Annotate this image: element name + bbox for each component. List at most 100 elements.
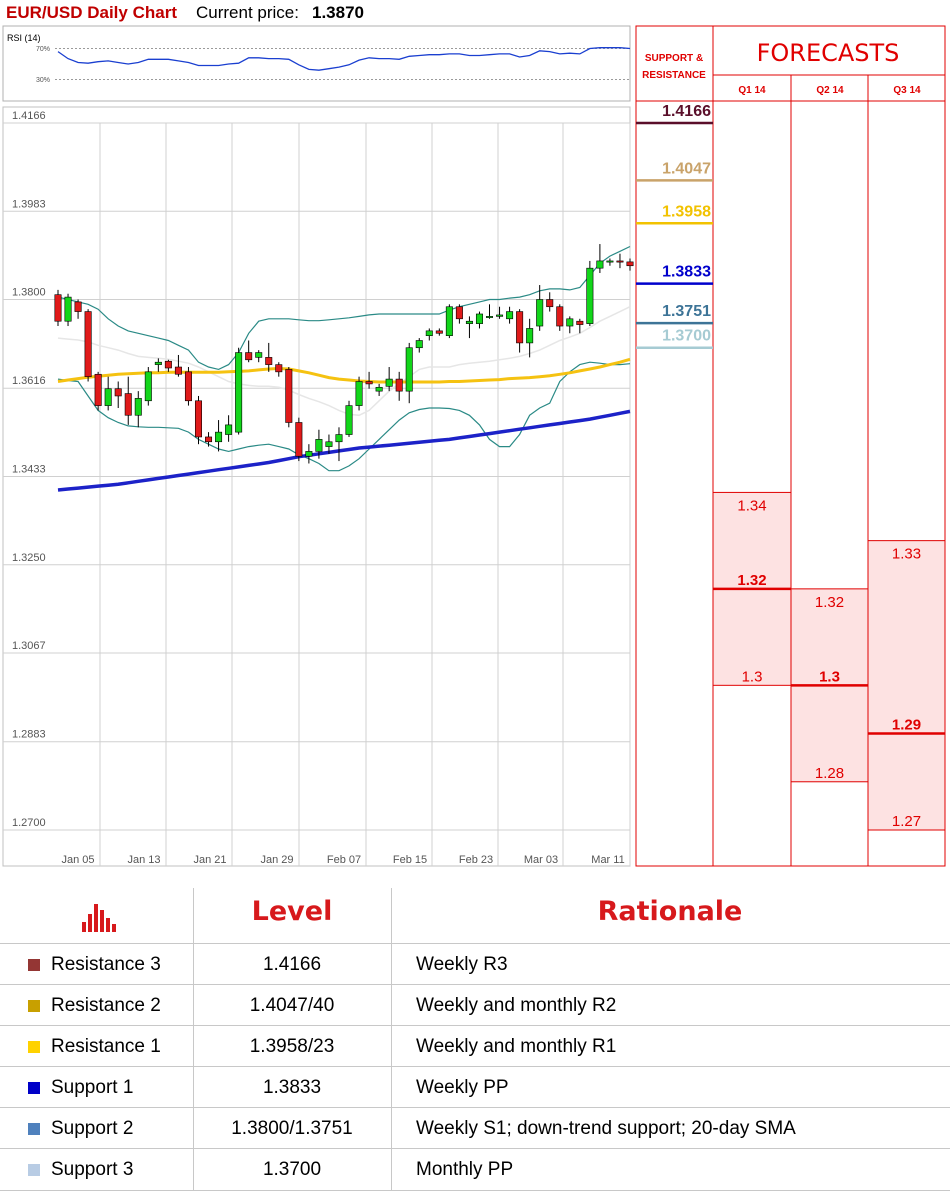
candle-body <box>235 352 243 433</box>
candle-body <box>315 439 323 452</box>
sma200-line <box>57 409 631 492</box>
level-swatch <box>28 1000 40 1012</box>
candle-body <box>104 388 112 406</box>
candle-body <box>355 381 363 406</box>
forecast-low-label: 1.28 <box>815 765 844 782</box>
forecast-mid-label: 1.29 <box>892 717 921 734</box>
candle-body <box>184 371 192 402</box>
table-col-divider-1 <box>193 888 194 1191</box>
y-tick-label: 1.3067 <box>12 640 46 652</box>
candle-body <box>596 260 604 269</box>
candle-body <box>245 352 253 361</box>
candle-body <box>616 260 624 263</box>
candle-body <box>124 393 132 416</box>
candle-body <box>516 311 524 344</box>
level-rationale: Weekly R3 <box>416 954 508 975</box>
sr-title-line2: RESISTANCE <box>642 70 706 81</box>
candle-body <box>526 328 534 344</box>
y-tick-label: 1.3616 <box>12 375 46 387</box>
bar-chart-icon <box>82 904 116 932</box>
candle-body <box>335 434 343 443</box>
x-tick-label: Jan 13 <box>127 854 160 866</box>
candle-body <box>215 431 223 443</box>
chart-area: EUR/USD Daily Chart Current price: 1.387… <box>2 3 946 867</box>
indicators <box>57 245 631 492</box>
level-swatch <box>28 959 40 971</box>
candle-body <box>194 400 202 438</box>
candle-body <box>506 311 514 320</box>
chart-title: EUR/USD Daily Chart <box>6 3 177 22</box>
rsi-panel <box>2 25 631 102</box>
candle-body <box>174 366 182 375</box>
level-name: Support 1 <box>51 1077 134 1098</box>
table-row: Resistance 1 1.3958/23 Weekly and monthly … <box>0 1025 950 1067</box>
candle-body <box>536 299 544 327</box>
rationale-column-header: Rationale <box>597 896 743 927</box>
level-swatch <box>28 1123 40 1135</box>
rsi-label: RSI (14) <box>7 33 41 43</box>
candle-body <box>325 441 333 447</box>
level-rationale: Weekly and monthly R1 <box>416 1036 617 1057</box>
level-name: Resistance 3 <box>51 954 161 975</box>
candle-body <box>385 378 393 387</box>
candle-body <box>154 361 162 365</box>
candle-body <box>225 424 233 435</box>
level-value: 1.4166 <box>262 954 322 975</box>
candle-body <box>415 340 423 349</box>
candle-body <box>305 451 313 457</box>
candle-body <box>405 347 413 392</box>
y-tick-label: 1.4166 <box>12 110 46 122</box>
x-tick-label: Feb 23 <box>459 854 493 866</box>
forecast-range-box <box>867 540 946 831</box>
x-tick-label: Jan 05 <box>61 854 94 866</box>
sr-level-label: 1.4166 <box>662 103 711 120</box>
candle-body <box>435 330 443 334</box>
level-rationale: Monthly PP <box>416 1159 514 1180</box>
forecast-low-label: 1.27 <box>892 813 921 830</box>
x-tick-label: Feb 07 <box>327 854 361 866</box>
table-row: Resistance 2 1.4047/40 Weekly and monthly … <box>0 984 950 1026</box>
candle-body <box>586 267 594 324</box>
candle-body <box>566 318 574 327</box>
sma50-line <box>57 357 631 384</box>
level-value: 1.3833 <box>262 1077 322 1098</box>
candle-body <box>205 436 213 443</box>
x-tick-label: Jan 29 <box>260 854 293 866</box>
forecasts-title: FORECASTS <box>757 39 900 67</box>
candle-body <box>425 330 433 336</box>
forecast-high-label: 1.32 <box>815 594 844 611</box>
rsi-tick-70: 70% <box>36 46 50 53</box>
candle-body <box>475 313 483 324</box>
forecast-ranges: 1.34 1.32 1.3 1.32 1.3 1.28 1.33 1.29 1.27 <box>712 491 946 831</box>
candle-body <box>285 369 293 423</box>
y-axis-ticks: 1.4166 1.3983 1.3800 1.3616 1.3433 1.3250 1.30… <box>12 110 46 829</box>
rsi-line <box>57 47 631 71</box>
table-row: Resistance 3 1.4166 Weekly R3 <box>0 943 950 985</box>
sr-title-line1: SUPPORT & <box>645 53 703 64</box>
sr-level-label: 1.3958 <box>662 203 711 220</box>
levels-table-header: Level Rationale <box>0 888 950 940</box>
y-tick-label: 1.3250 <box>12 552 46 564</box>
level-rationale: Weekly and monthly R2 <box>416 995 617 1016</box>
y-tick-label: 1.2700 <box>12 817 46 829</box>
level-value: 1.3958/23 <box>249 1036 335 1057</box>
sr-level-label: 1.4047 <box>662 160 711 177</box>
level-column-header: Level <box>251 896 333 927</box>
candle-body <box>465 320 473 324</box>
candle-body <box>576 320 584 325</box>
table-row: Support 1 1.3833 Weekly PP <box>0 1066 950 1108</box>
candle-body <box>54 294 62 322</box>
y-tick-label: 1.2883 <box>12 729 46 741</box>
candle-body <box>74 301 82 312</box>
candle-body <box>445 306 453 336</box>
sr-level-label: 1.3700 <box>662 328 711 345</box>
candle-body <box>365 381 373 385</box>
forecast-high-label: 1.33 <box>892 546 921 563</box>
candles <box>54 244 634 464</box>
y-tick-label: 1.3983 <box>12 198 46 210</box>
x-axis-ticks: Jan 05 Jan 13 Jan 21 Jan 29 Feb 07 Feb 15 Feb … <box>61 854 624 866</box>
x-tick-label: Mar 11 <box>591 854 624 866</box>
candle-body <box>606 260 614 263</box>
quarter-q1-label: Q1 14 <box>738 85 766 96</box>
